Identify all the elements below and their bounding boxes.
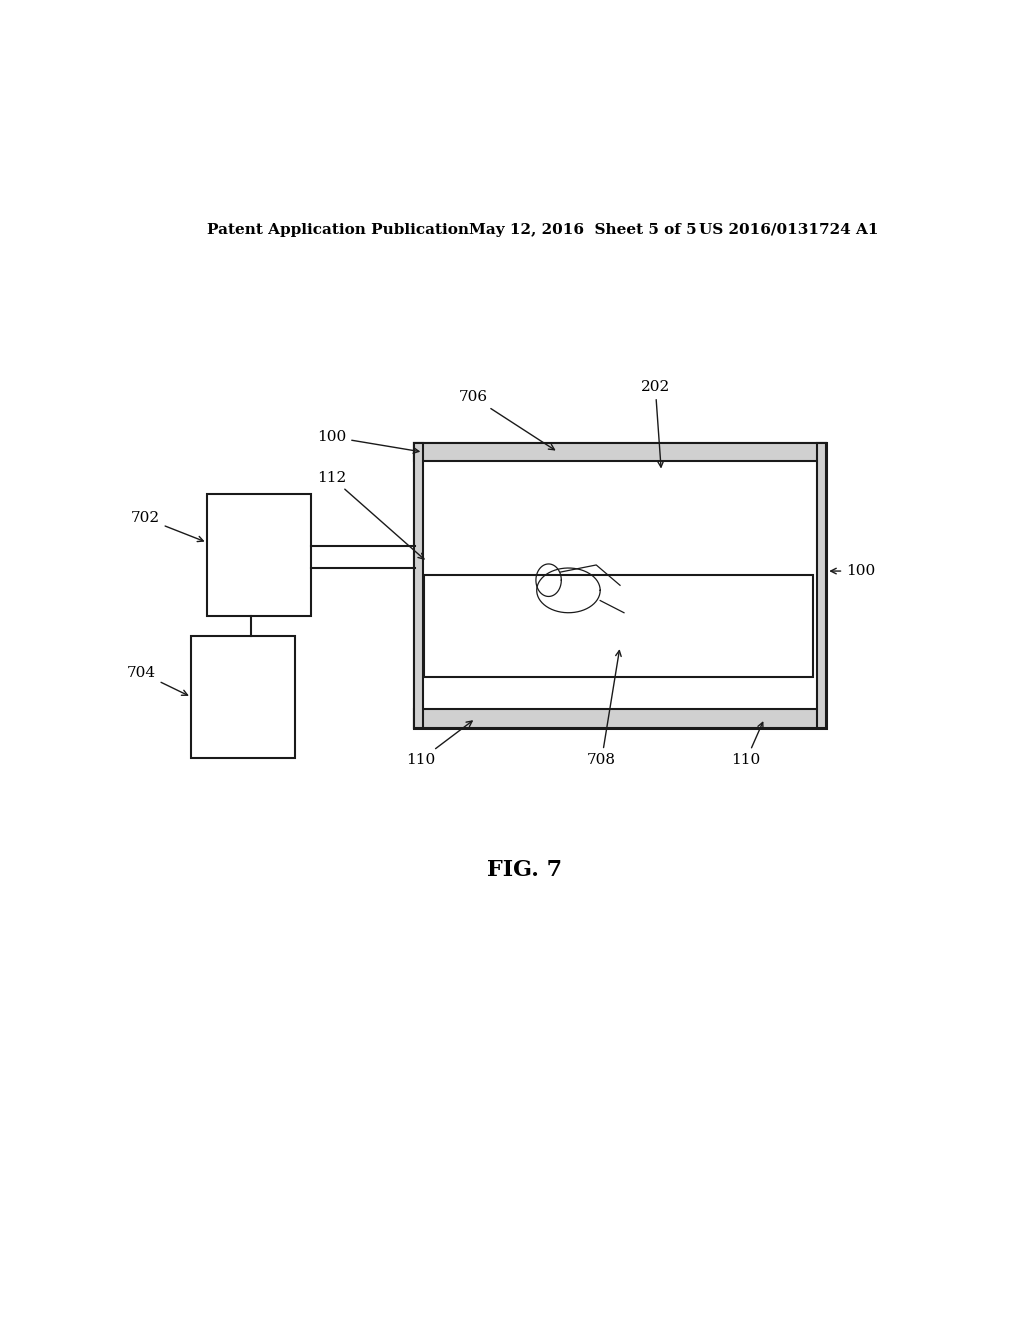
- Text: 704: 704: [127, 665, 187, 696]
- Text: 706: 706: [459, 391, 555, 450]
- Bar: [414, 709, 826, 727]
- Text: Patent Application Publication: Patent Application Publication: [207, 223, 469, 236]
- Text: US 2016/0131724 A1: US 2016/0131724 A1: [699, 223, 879, 236]
- Bar: [414, 444, 423, 727]
- Bar: [207, 494, 310, 615]
- Bar: [817, 444, 826, 727]
- Text: 112: 112: [317, 470, 424, 560]
- Text: May 12, 2016  Sheet 5 of 5: May 12, 2016 Sheet 5 of 5: [469, 223, 697, 236]
- Text: 110: 110: [406, 721, 472, 767]
- Text: 708: 708: [587, 651, 622, 767]
- Text: FIG. 7: FIG. 7: [487, 859, 562, 880]
- Bar: [414, 444, 826, 461]
- Text: 100: 100: [317, 430, 419, 453]
- Bar: [191, 636, 295, 758]
- Bar: [424, 576, 813, 677]
- Text: 702: 702: [131, 511, 204, 541]
- Text: 110: 110: [731, 722, 763, 767]
- Text: 100: 100: [830, 564, 876, 578]
- Text: 202: 202: [641, 380, 670, 467]
- Bar: [414, 444, 826, 727]
